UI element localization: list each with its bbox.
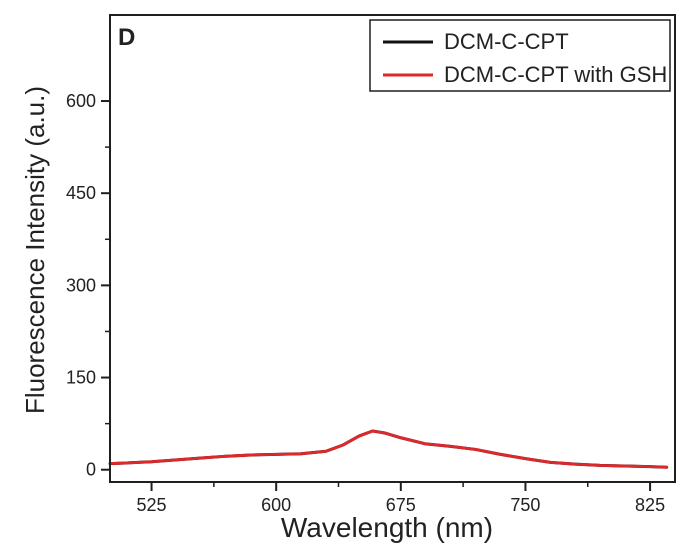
x-tick-label: 750 bbox=[510, 495, 540, 515]
legend-label-dcm-c-cpt: DCM-C-CPT bbox=[444, 29, 569, 54]
y-tick-label: 450 bbox=[66, 183, 96, 203]
y-axis-label: Fluorescence Intensity (a.u.) bbox=[20, 86, 50, 414]
series-line-dcm-c-cpt-with-gsh bbox=[108, 429, 669, 469]
legend-label-dcm-c-cpt-with-gsh: DCM-C-CPT with GSH bbox=[444, 62, 667, 87]
legend: DCM-C-CPT DCM-C-CPT with GSH bbox=[369, 19, 671, 92]
plot-layer: 525 600 675 750 825 0 150 300 450 600 bbox=[66, 91, 669, 515]
x-axis-label: Wavelength (nm) bbox=[281, 512, 493, 543]
legend-box bbox=[369, 19, 671, 92]
x-tick-label: 600 bbox=[261, 495, 291, 515]
y-tick-label: 150 bbox=[66, 368, 96, 388]
x-tick-label: 525 bbox=[137, 495, 167, 515]
x-tick-label: 825 bbox=[635, 495, 665, 515]
y-tick-label: 0 bbox=[86, 460, 96, 480]
panel-label: D bbox=[118, 24, 135, 51]
plot-frame bbox=[109, 14, 676, 483]
y-tick-label: 300 bbox=[66, 275, 96, 295]
y-tick-label: 600 bbox=[66, 91, 96, 111]
x-tick-label: 675 bbox=[386, 495, 416, 515]
